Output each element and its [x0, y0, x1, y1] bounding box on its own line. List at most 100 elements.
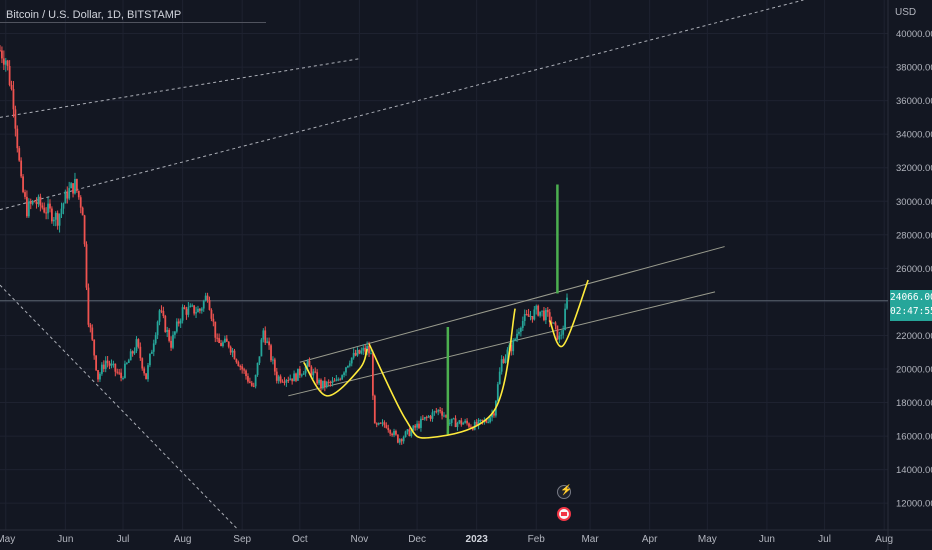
- candle-body: [241, 366, 244, 370]
- candle-body: [327, 381, 330, 383]
- candle-body: [387, 427, 390, 431]
- candle-body: [325, 381, 328, 387]
- candle-body: [222, 342, 224, 347]
- candle-body: [20, 160, 23, 177]
- candle-body: [418, 423, 420, 428]
- x-tick-label: Jul: [117, 534, 130, 545]
- candle-body: [129, 351, 132, 361]
- candle-body: [225, 338, 228, 342]
- candle-body: [239, 366, 242, 368]
- candle-body: [329, 381, 332, 384]
- candle-body: [312, 371, 315, 376]
- candle-body: [466, 420, 468, 424]
- candle-body: [235, 359, 238, 363]
- candle-body: [518, 331, 520, 334]
- candle-body: [337, 379, 340, 381]
- candle-body: [531, 316, 534, 320]
- candle-body: [210, 309, 213, 319]
- candle-body: [160, 310, 163, 312]
- candle-body: [116, 371, 119, 373]
- candle-body: [245, 370, 247, 377]
- candle-body: [229, 346, 232, 353]
- candle-body: [546, 309, 549, 313]
- candle-body: [137, 339, 140, 347]
- candle-body: [49, 203, 51, 209]
- candle-body: [172, 334, 174, 348]
- candle-body: [216, 337, 219, 339]
- candle-body: [293, 373, 295, 382]
- candle-body: [200, 308, 203, 311]
- candle-body: [264, 330, 267, 343]
- candle-body: [558, 335, 561, 340]
- candle-body: [318, 379, 320, 384]
- x-tick-label: Apr: [642, 534, 658, 545]
- candle-body: [448, 422, 451, 424]
- y-tick-label: 32000.00: [896, 163, 932, 174]
- candle-body: [256, 362, 259, 375]
- candle-body: [106, 360, 109, 364]
- candle-body: [152, 343, 155, 352]
- candle-body: [220, 343, 222, 347]
- cup-curve: [548, 279, 589, 348]
- candle-body: [414, 425, 417, 428]
- candle-body: [60, 208, 63, 214]
- candle-body: [400, 439, 403, 442]
- y-tick-label: 34000.00: [896, 130, 932, 141]
- candle-body: [158, 310, 161, 322]
- candle-body: [360, 350, 363, 354]
- candle-body: [320, 379, 322, 389]
- y-tick-label: 18000.00: [896, 398, 932, 409]
- candle-body: [412, 425, 415, 431]
- candle-body: [439, 409, 442, 412]
- candle-body: [385, 425, 388, 428]
- candle-body: [122, 377, 124, 379]
- candle-body: [162, 311, 165, 317]
- candle-body: [248, 381, 251, 383]
- candle-body: [302, 373, 305, 375]
- candle-body: [183, 307, 186, 309]
- candle-body: [500, 359, 503, 372]
- candle-body: [362, 347, 365, 351]
- earnings-flag-icon[interactable]: [557, 507, 571, 521]
- candle-body: [247, 376, 249, 382]
- candle-body: [487, 422, 490, 424]
- candle-body: [268, 341, 270, 346]
- y-tick-label: 20000.00: [896, 364, 932, 375]
- candle-body: [519, 327, 522, 332]
- candle-body: [308, 360, 311, 367]
- candle-body: [272, 359, 274, 361]
- candle-body: [404, 431, 407, 438]
- x-tick-label: Jun: [57, 534, 73, 545]
- lightning-icon[interactable]: [557, 485, 572, 499]
- x-tick-label: Oct: [292, 534, 308, 545]
- candle-body: [491, 413, 493, 418]
- candle-body: [285, 380, 288, 383]
- candle-body: [177, 321, 180, 324]
- candle-body: [375, 423, 378, 425]
- candle-body: [204, 295, 207, 302]
- candle-body: [260, 339, 263, 357]
- current-price-tag: 24066.00 02:47:55: [890, 290, 932, 321]
- bar-countdown: 02:47:55: [890, 306, 932, 317]
- candle-body: [27, 201, 30, 217]
- grid-lines: [0, 0, 888, 530]
- candle-body: [443, 415, 445, 417]
- candle-body: [39, 196, 42, 206]
- candle-body: [124, 363, 126, 378]
- candle-body: [425, 416, 428, 418]
- candle-body: [156, 321, 159, 336]
- candle-body: [164, 316, 167, 333]
- candle-body: [141, 358, 144, 369]
- candle-body: [85, 244, 88, 288]
- candle-body: [102, 364, 105, 369]
- candle-body: [316, 372, 319, 384]
- symbol-title[interactable]: Bitcoin / U.S. Dollar, 1D, BITSTAMP: [6, 9, 182, 21]
- candle-body: [435, 411, 438, 413]
- candle-body: [343, 372, 345, 376]
- candle-body: [383, 422, 386, 426]
- candle-body: [258, 356, 261, 363]
- candle-body: [2, 58, 5, 65]
- candle-body: [527, 314, 530, 317]
